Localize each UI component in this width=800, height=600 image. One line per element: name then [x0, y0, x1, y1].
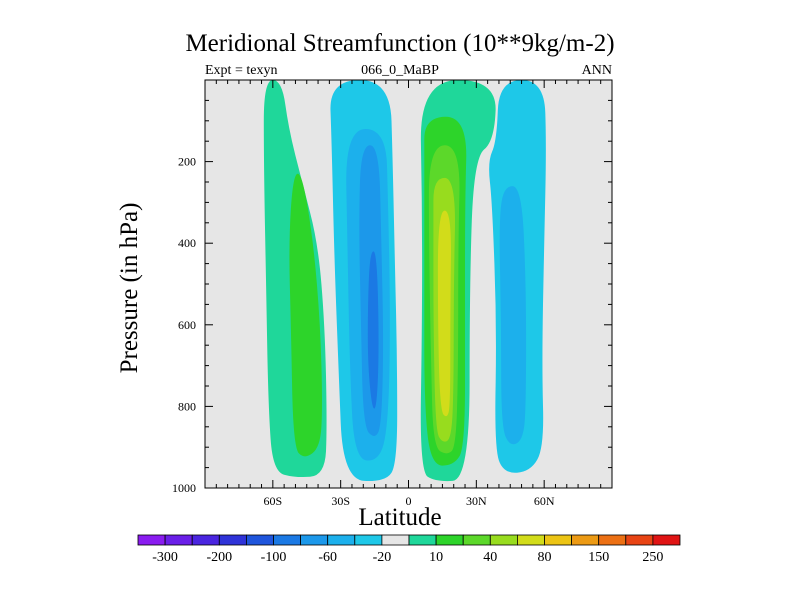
x-axis-label: Latitude: [358, 504, 442, 531]
x-tick-label: 30N: [466, 494, 487, 508]
colorbar-swatch: [652, 534, 681, 546]
colorbar-label: -60: [318, 550, 337, 565]
colorbar-swatch: [245, 534, 274, 546]
contour-layer: [263, 80, 546, 482]
colorbar-label: 40: [483, 550, 497, 565]
colorbar-label: -200: [206, 550, 232, 565]
colorbar-swatch: [191, 534, 220, 546]
colorbar-swatch: [598, 534, 627, 546]
y-tick-label: 400: [178, 236, 196, 250]
contour-band-sh-neg-4: [367, 251, 379, 409]
run-id-label: 066_0_MaBP: [361, 63, 439, 78]
colorbar-swatch: [435, 534, 464, 546]
colorbar-swatch: [137, 534, 166, 546]
colorbar-swatch: [462, 534, 491, 546]
colorbar-label: -100: [261, 550, 287, 565]
experiment-label: Expt = texyn: [205, 63, 278, 78]
colorbar-swatch: [273, 534, 302, 546]
colorbar-label: 250: [642, 550, 663, 565]
colorbar-swatch: [625, 534, 654, 546]
contour-band-shcell-core: [289, 173, 322, 457]
contour-band-nh-pos-5: [437, 210, 451, 417]
colorbar-swatch: [517, 534, 545, 546]
colorbar-swatch: [408, 534, 437, 546]
x-tick-label: 60N: [534, 494, 555, 508]
y-tick-label: 1000: [172, 481, 196, 495]
x-tick-label: 0: [406, 494, 412, 508]
colorbar-label: 80: [538, 550, 552, 565]
y-tick-label: 600: [178, 318, 196, 332]
colorbar-label: -20: [373, 550, 392, 565]
x-tick-label: 60S: [263, 494, 282, 508]
colorbar-swatch: [544, 534, 573, 546]
colorbar-swatch: [571, 534, 600, 546]
x-tick-label: 30S: [331, 494, 350, 508]
colorbar-swatch: [300, 534, 329, 546]
colorbar-label: 150: [588, 550, 609, 565]
tick-layer: 60S 30S 0 30N 60N 200 400 600 800 1000: [172, 80, 612, 508]
season-label: ANN: [581, 63, 612, 78]
colorbar-swatch: [164, 534, 193, 546]
chart-title: Meridional Streamfunction (10**9kg/m-2): [185, 30, 615, 57]
y-tick-label: 800: [178, 399, 196, 413]
colorbar-swatch: [218, 534, 247, 546]
y-tick-label: 200: [178, 155, 196, 169]
y-axis-label: Pressure (in hPa): [116, 202, 143, 374]
contour-band-nh-neg-core: [499, 186, 527, 445]
colorbar-swatch: [489, 534, 518, 546]
colorbar: -300 -200 -100 -60 -20 10 40 80 150 250: [137, 534, 681, 565]
colorbar-swatch: [354, 534, 383, 546]
colorbar-label: 10: [429, 550, 443, 565]
colorbar-swatch: [381, 534, 410, 546]
colorbar-swatch: [327, 534, 356, 546]
colorbar-label: -300: [152, 550, 178, 565]
